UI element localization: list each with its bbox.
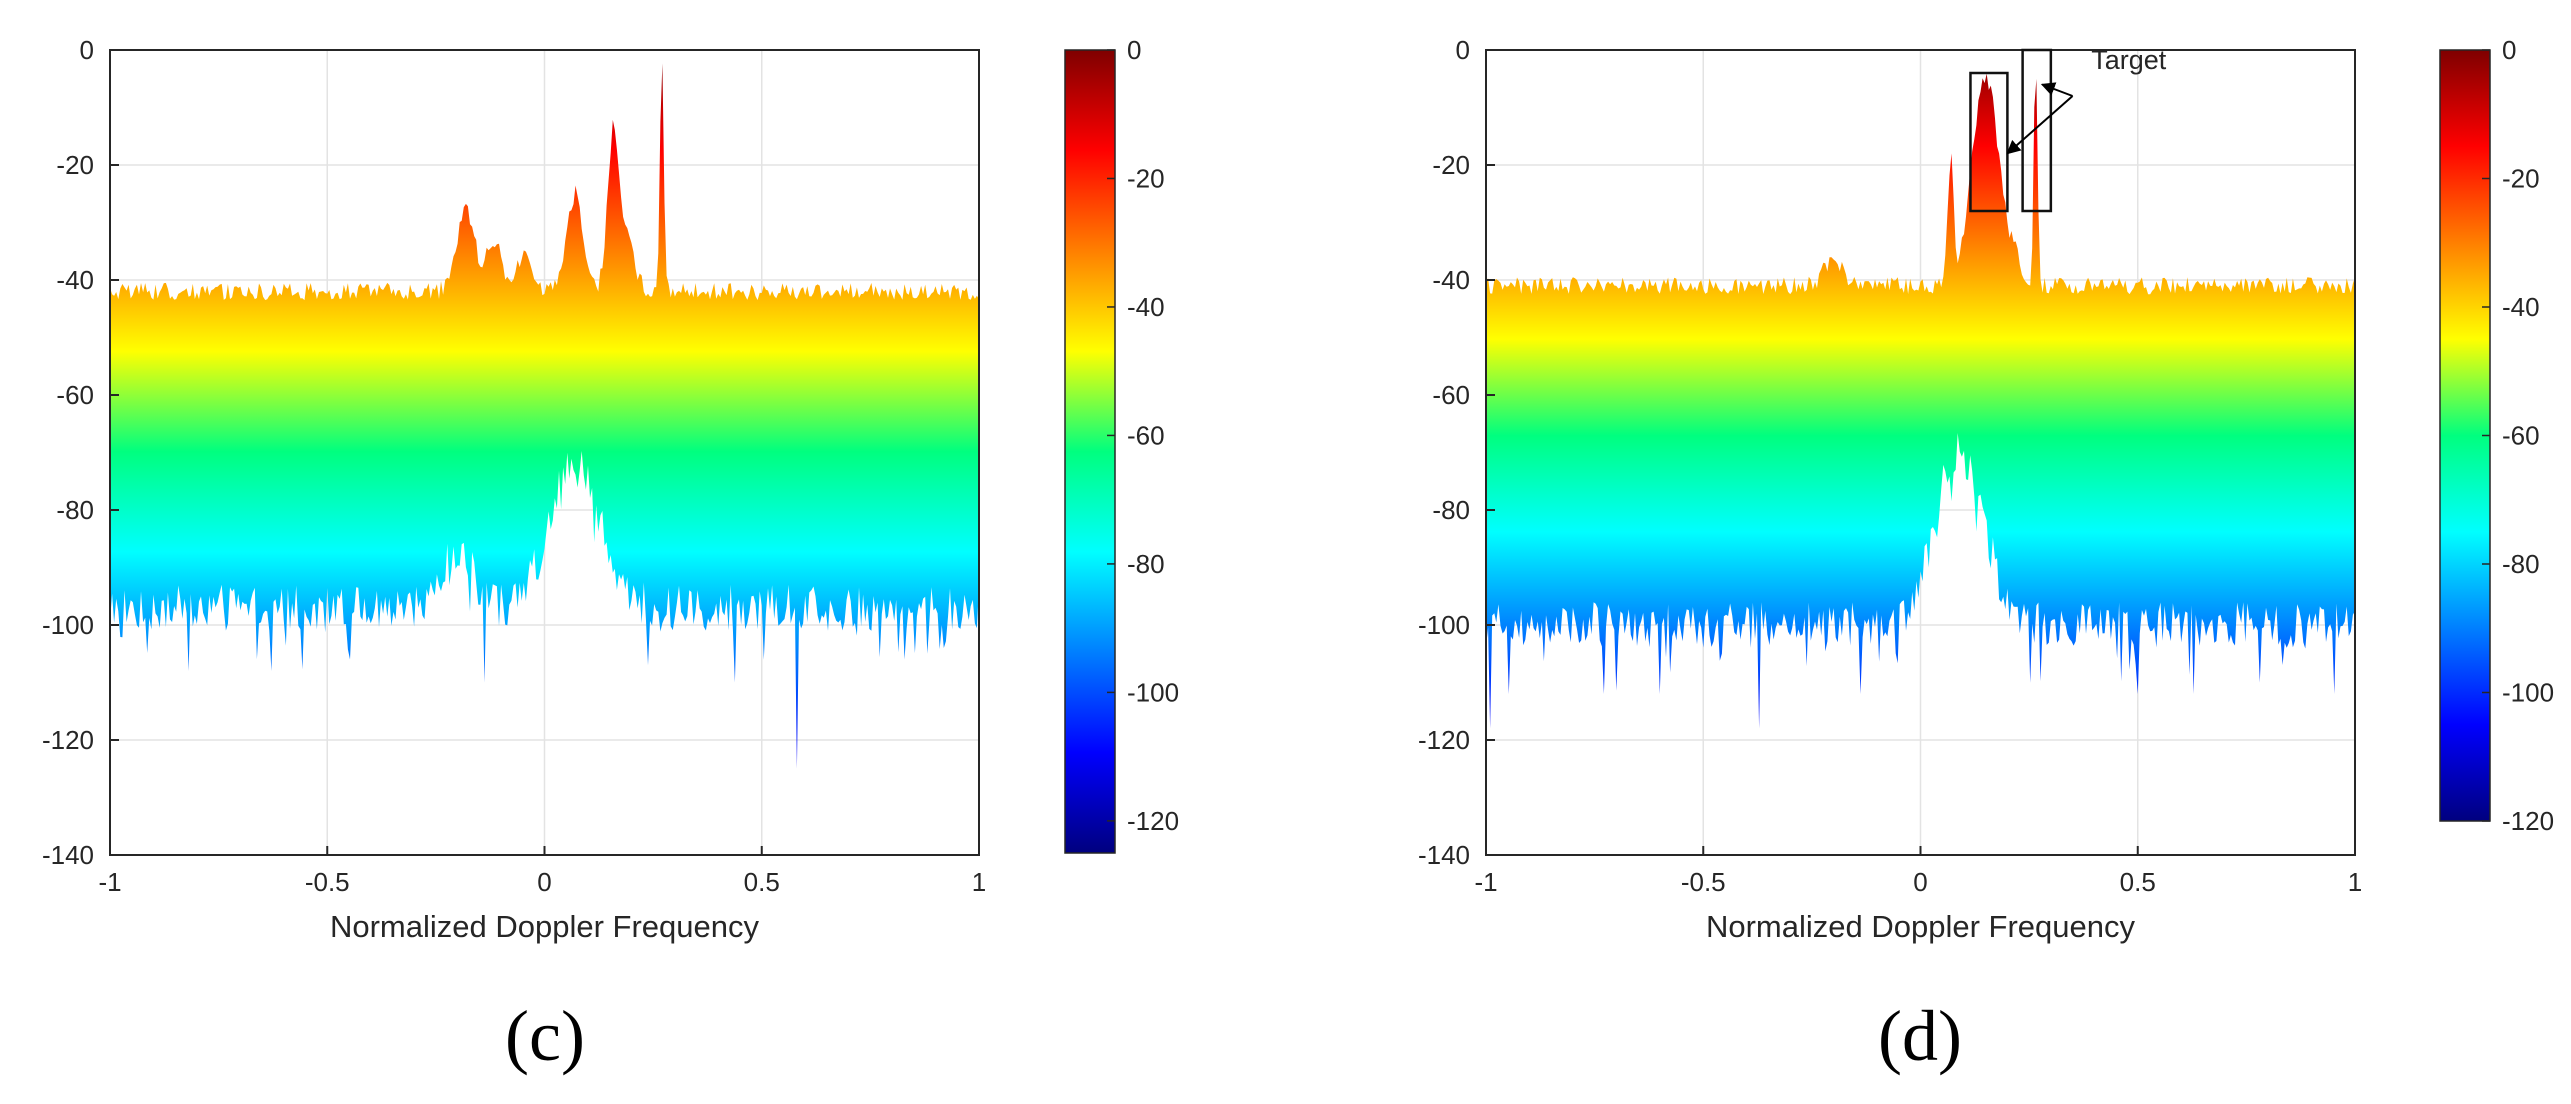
y-tick-label: -140 [1418,840,1470,870]
colorbar-tick-label: -60 [2502,421,2540,451]
x-tick-label: -0.5 [1681,867,1726,897]
panel-label: (c) [505,996,585,1076]
x-axis-label: Normalized Doppler Frequency [330,909,760,944]
y-tick-label: -40 [56,265,94,295]
annotation-arrow [2040,82,2073,97]
x-tick-label: 0.5 [744,867,780,897]
y-tick-label: -20 [56,150,94,180]
colorbar-tick-label: -100 [2502,678,2554,708]
x-axis-label: Normalized Doppler Frequency [1706,909,2136,944]
y-tick-label: -20 [1432,150,1470,180]
colorbar-tick-label: -20 [2502,164,2540,194]
chart-panel-d: -1 -0.5 0 0.5 1 0 -20 -40 -60 -80 -100 -120 -140 Norm… [1418,35,2554,1076]
colorbar-tick-label: -100 [1127,677,1179,707]
colorbar-tick-label: -40 [2502,292,2540,322]
x-tick-label: 1 [972,867,986,897]
spectrum-band [1486,73,2355,729]
colorbar-tick-label: 0 [1127,35,1141,65]
colorbar-tick-label: 0 [2502,35,2516,65]
x-tick-label: -1 [98,867,121,897]
colorbar [2439,49,2491,822]
y-tick-label: -120 [1418,725,1470,755]
panel-label: (d) [1878,996,1962,1076]
x-tick-label: 0 [1913,867,1927,897]
x-tick-label: 1 [2348,867,2362,897]
spectrum-band [110,63,979,769]
y-tick-label: -60 [1432,380,1470,410]
y-tick-label: -140 [42,840,94,870]
x-tick-label: 0 [537,867,551,897]
annotation-text: Target [2091,45,2167,75]
x-tick-label: 0.5 [2120,867,2156,897]
colorbar-tick-label: -40 [1127,292,1165,322]
y-tick-label: -100 [42,610,94,640]
panels: -1 -0.5 0 0.5 10-20-40-60-80-100-120-140Norm… [42,35,2554,1076]
y-tick-label: -40 [1432,265,1470,295]
y-tick-label: -100 [1418,610,1470,640]
y-tick-label: -120 [42,725,94,755]
colorbar-tick-label: -120 [2502,806,2554,836]
y-tick-label: -60 [56,380,94,410]
colorbar-tick-label: -80 [1127,549,1165,579]
y-tick-label: 0 [80,35,94,65]
y-tick-label: -80 [1432,495,1470,525]
colorbar [1064,49,1116,854]
y-tick-label: 0 [1456,35,1470,65]
colorbar-tick-label: -120 [1127,806,1179,836]
x-tick-label: -1 [1474,867,1497,897]
colorbar-tick-label: -80 [2502,549,2540,579]
chart-panel-c: -1 -0.5 0 0.5 1 0 -20 -40 -60 -80 -100 -120 -140 Norm… [42,35,1179,1076]
x-tick-label: -0.5 [305,867,350,897]
colorbar-tick-label: -20 [1127,163,1165,193]
target-box [2021,48,2053,213]
annotation-arrow [2006,95,2074,155]
colorbar-tick-label: -60 [1127,420,1165,450]
y-tick-label: -80 [56,495,94,525]
